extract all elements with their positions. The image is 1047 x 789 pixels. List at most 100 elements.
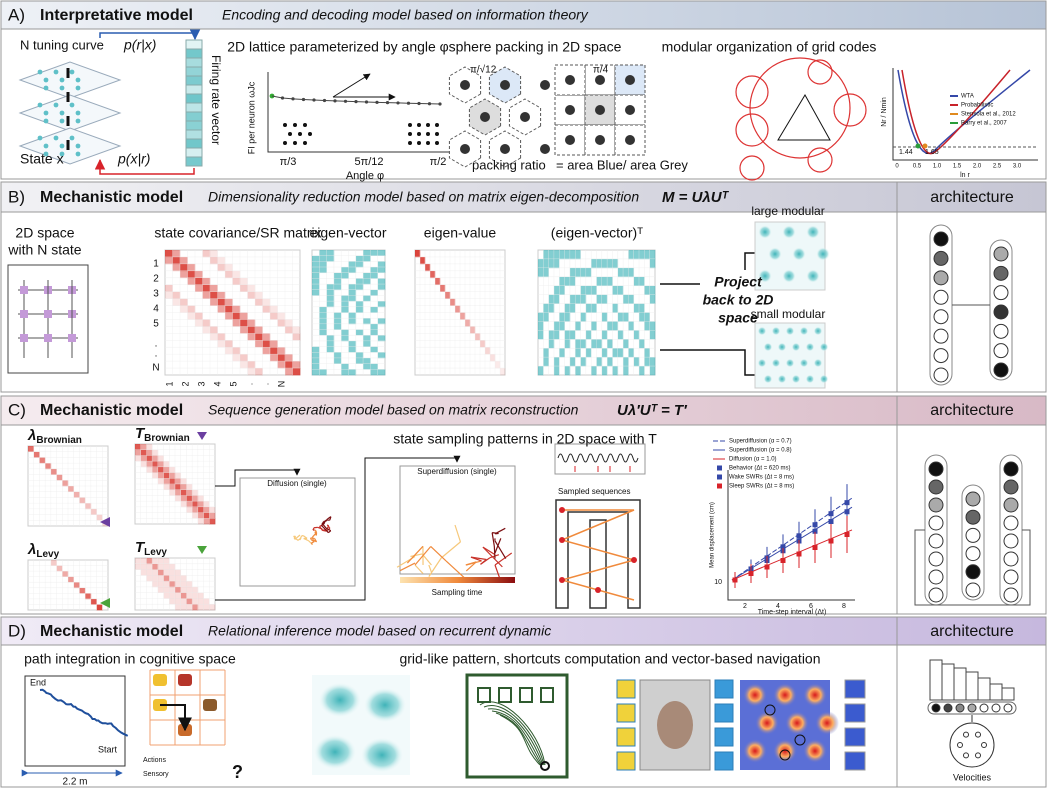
heatmap-cell	[165, 291, 173, 299]
heatmap-cell	[163, 586, 170, 593]
module-circle	[807, 59, 833, 85]
lattice-point	[293, 141, 297, 145]
heatmap-cell	[247, 361, 256, 369]
module-circle	[735, 113, 769, 147]
tuning-bump	[37, 69, 43, 75]
decoding-label: p(x|r)	[117, 151, 150, 167]
grid-thumb	[844, 727, 866, 747]
panel-subtitle: Dimensionality reduction model based on …	[208, 189, 639, 205]
legend-label: Superdiffusion (α = 0.7)	[729, 439, 792, 445]
section-title: path integration in cognitive space	[24, 651, 236, 667]
grid-field	[777, 374, 787, 384]
heatmap-cell	[202, 277, 211, 286]
heatmap-cell	[270, 340, 278, 348]
packing-dot	[565, 105, 575, 115]
heatmap-cell	[140, 444, 147, 451]
trajectory	[326, 527, 332, 532]
heatmap-cell	[548, 294, 555, 304]
rate-cell	[185, 48, 203, 59]
data-point	[828, 538, 834, 544]
heatmap-cell	[355, 284, 364, 291]
heatmap-cell	[203, 598, 210, 605]
action-path	[160, 704, 192, 732]
trajectory	[299, 535, 303, 541]
heatmap-cell	[197, 495, 204, 502]
tuning-bump	[53, 69, 59, 75]
heatmap-cell	[543, 258, 549, 269]
heatmap-cell	[169, 489, 176, 496]
covariance-matrix	[164, 249, 301, 376]
node	[981, 742, 987, 748]
grid-field	[757, 358, 767, 368]
superdiffusion-box	[399, 465, 516, 575]
maze-route	[491, 710, 543, 766]
grid-field	[799, 326, 809, 336]
heatmap-cell	[209, 506, 216, 513]
heatmap-cell	[485, 347, 491, 355]
heatmap-cell	[564, 250, 571, 260]
heatmap-cell	[341, 306, 349, 313]
heatmap-cell	[96, 604, 103, 611]
heatmap-cell	[180, 592, 187, 599]
grid-field	[773, 683, 797, 707]
heatmap-cell	[355, 357, 364, 364]
legend-label: Diffusion (α = 1.0)	[729, 457, 777, 463]
trajectory	[494, 540, 507, 559]
heatmap-cell	[163, 558, 170, 565]
heatmap-cell	[140, 563, 147, 570]
heatmap-cell	[163, 461, 170, 468]
heatmap-cell	[192, 495, 199, 502]
heatmap-cell	[163, 575, 170, 582]
grid-field	[360, 737, 404, 773]
data-point	[748, 571, 754, 576]
heatmap-cell	[140, 455, 147, 462]
heatmap-cell	[140, 569, 147, 576]
heatmap-cell	[175, 495, 182, 502]
heatmap-cell	[623, 339, 629, 349]
eigenvalue-matrix	[414, 249, 506, 376]
heatmap-cell	[363, 250, 371, 256]
grid-field	[313, 734, 357, 770]
histogram-bar	[1001, 687, 1015, 701]
marker-triangle	[100, 517, 110, 527]
heatmap-cell	[157, 563, 164, 570]
grid-field	[806, 269, 820, 283]
heatmap-cell	[612, 258, 619, 269]
heatmap-cell	[370, 369, 378, 376]
heatmap-cell	[175, 575, 182, 582]
packing-dot	[595, 75, 605, 85]
tuning-bump	[37, 135, 43, 141]
heatmap-cell	[146, 575, 153, 582]
heatmap-cell	[247, 333, 256, 341]
heatmap-cell	[644, 357, 650, 367]
trajectory	[482, 546, 503, 568]
grid-field	[813, 358, 823, 368]
heatmap-cell	[165, 284, 173, 292]
heatmap-cell	[180, 298, 188, 306]
packing-dot	[625, 105, 635, 115]
packing-dot	[540, 80, 550, 90]
heatmap-cell	[617, 330, 624, 340]
heatmap-cell	[355, 255, 364, 262]
lattice-point	[298, 132, 302, 136]
heatmap-cell	[559, 276, 565, 287]
trajectory	[494, 527, 506, 535]
heatmap-cell	[559, 250, 565, 260]
heatmap-cell	[601, 348, 608, 358]
panel-title: Mechanistic model	[40, 189, 183, 206]
tuning-bump	[59, 85, 65, 91]
plot-title: Sampled sequences	[558, 487, 631, 496]
heatmap-cell	[169, 592, 176, 599]
heatmap-cell	[210, 291, 218, 299]
heatmap-cell	[210, 298, 218, 306]
rate-cell	[185, 66, 203, 77]
module-circle	[807, 147, 833, 173]
heatmap-cell	[197, 598, 204, 605]
rate-cell	[185, 102, 203, 113]
packing-dot	[595, 135, 605, 145]
rate-cell	[185, 156, 203, 167]
heatmap-cell	[355, 352, 364, 359]
triangle	[777, 94, 831, 141]
tuning-bump	[75, 110, 81, 116]
rate-cell	[185, 39, 203, 50]
